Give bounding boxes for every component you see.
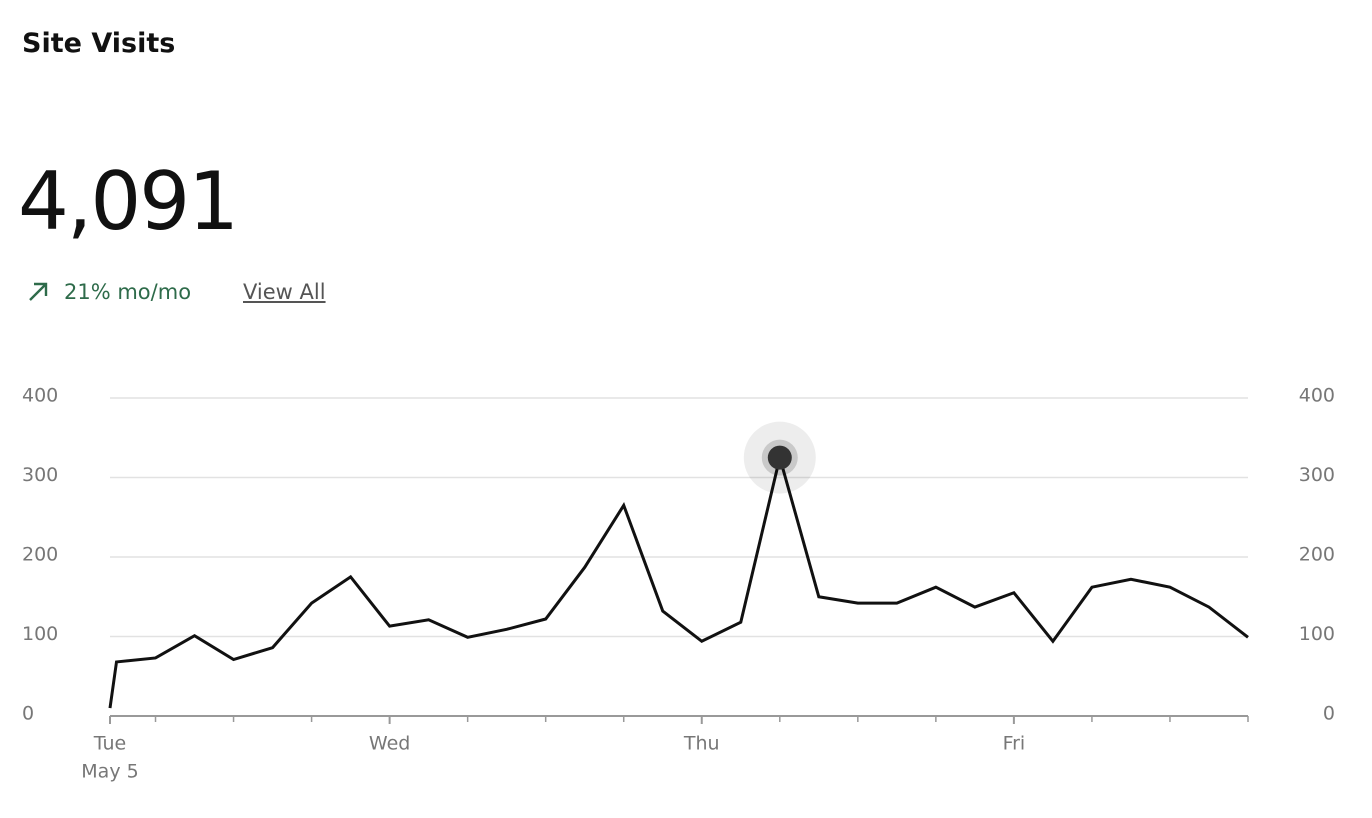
highlight-point [767,445,792,470]
y-tick-label: 300 [22,464,58,486]
y2-tick-label: 0 [1323,703,1335,725]
y-tick-label: 0 [22,703,34,725]
change: 21% mo/mo [26,280,191,304]
change-text: 21% mo/mo [64,280,192,304]
y2-tick-label: 200 [1299,544,1335,566]
y2-tick-label: 400 [1299,385,1335,407]
y-tick-label: 400 [22,385,58,407]
metric: 4,091 [18,155,239,248]
x-tick-label: Tue [93,733,126,755]
line [108,451,1249,709]
arrow-icon [29,282,48,301]
y-tick-label: 100 [22,623,58,645]
x-tick-label: Fri [1003,733,1026,755]
view-all-link[interactable]: View All [243,280,326,304]
x-sublabel: May 5 [81,761,138,783]
title: Site Visits [22,28,176,59]
y-tick-label: 200 [22,544,58,566]
y2-tick-label: 300 [1299,464,1335,486]
x-tick-label: Wed [369,733,410,755]
y2-tick-label: 100 [1299,623,1335,645]
x-tick-label: Thu [683,733,720,755]
